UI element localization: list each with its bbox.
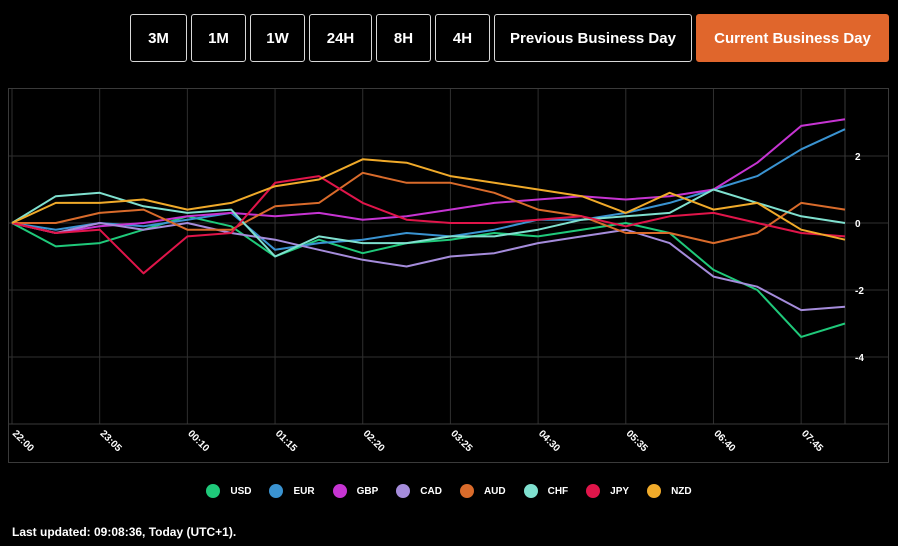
legend-label: CAD xyxy=(420,485,442,497)
legend-swatch xyxy=(206,484,221,498)
currency-strength-chart: 2 0 -2 -4 22:00 23:05 00:10 01:15 02:20 03:25 04:3… xyxy=(8,88,889,463)
legend-item-nzd[interactable]: NZD xyxy=(647,482,692,500)
previous-business-day-button[interactable]: Previous Business Day xyxy=(494,14,692,62)
legend-swatch xyxy=(332,484,347,498)
series-line-jpy xyxy=(11,175,846,275)
legend-label: USD xyxy=(230,485,252,497)
series-line-chf xyxy=(11,188,846,258)
series-line-cad xyxy=(11,222,846,312)
legend-label: EUR xyxy=(293,485,315,497)
legend-label: JPY xyxy=(610,485,630,497)
legend-item-eur[interactable]: EUR xyxy=(269,482,315,500)
legend-label: CHF xyxy=(547,485,569,497)
legend-swatch xyxy=(586,484,601,498)
current-business-day-button[interactable]: Current Business Day xyxy=(696,14,889,62)
range-24h-button[interactable]: 24H xyxy=(309,14,372,62)
x-tick-label: 00:10 xyxy=(185,428,211,454)
x-tick-label: 01:15 xyxy=(273,428,299,454)
y-tick-label: -4 xyxy=(855,353,864,364)
y-tick-label: -2 xyxy=(855,286,864,297)
chart-canvas: 2 0 -2 -4 22:00 23:05 00:10 01:15 02:20 03:25 04:3… xyxy=(9,89,888,455)
legend-item-cad[interactable]: CAD xyxy=(396,482,442,500)
legend-label: GBP xyxy=(356,485,379,497)
x-tick-label: 23:05 xyxy=(98,428,124,454)
legend-item-jpy[interactable]: JPY xyxy=(586,482,629,500)
legend-item-aud[interactable]: AUD xyxy=(459,482,506,500)
legend-swatch xyxy=(523,484,538,498)
legend-item-gbp[interactable]: GBP xyxy=(332,482,379,500)
series-line-gbp xyxy=(11,118,846,234)
legend-swatch xyxy=(647,484,662,498)
legend-label: NZD xyxy=(671,485,692,497)
range-3m-button[interactable]: 3M xyxy=(130,14,187,62)
legend-swatch xyxy=(396,484,411,498)
y-tick-label: 0 xyxy=(855,219,861,230)
range-1m-button[interactable]: 1M xyxy=(191,14,246,62)
x-tick-label: 02:20 xyxy=(361,428,387,454)
x-tick-label: 05:35 xyxy=(624,428,650,454)
x-tick-label: 03:25 xyxy=(448,428,474,454)
timeframe-toolbar: 3M 1M 1W 24H 8H 4H Previous Business Day… xyxy=(130,14,890,64)
range-8h-button[interactable]: 8H xyxy=(376,14,431,62)
legend-item-usd[interactable]: USD xyxy=(206,482,251,500)
series-line-eur xyxy=(11,128,846,251)
range-1w-button[interactable]: 1W xyxy=(250,14,305,62)
series-line-usd xyxy=(11,215,846,338)
x-tick-label: 22:00 xyxy=(10,428,36,454)
chart-legend: USD EUR GBP CAD AUD CHF JPY NZD xyxy=(0,482,898,500)
range-4h-button[interactable]: 4H xyxy=(435,14,490,62)
x-tick-label: 07:45 xyxy=(799,428,825,454)
x-tick-label: 04:30 xyxy=(536,428,562,454)
legend-label: AUD xyxy=(483,485,506,497)
legend-swatch xyxy=(269,484,284,498)
series-line-aud xyxy=(12,171,846,245)
y-tick-label: 2 xyxy=(855,152,861,163)
x-tick-label: 06:40 xyxy=(711,428,737,454)
legend-item-chf[interactable]: CHF xyxy=(523,482,569,500)
last-updated-text: Last updated: 09:08:36, Today (UTC+1). xyxy=(12,525,237,539)
legend-swatch xyxy=(459,484,474,498)
series-line-nzd xyxy=(11,158,846,241)
